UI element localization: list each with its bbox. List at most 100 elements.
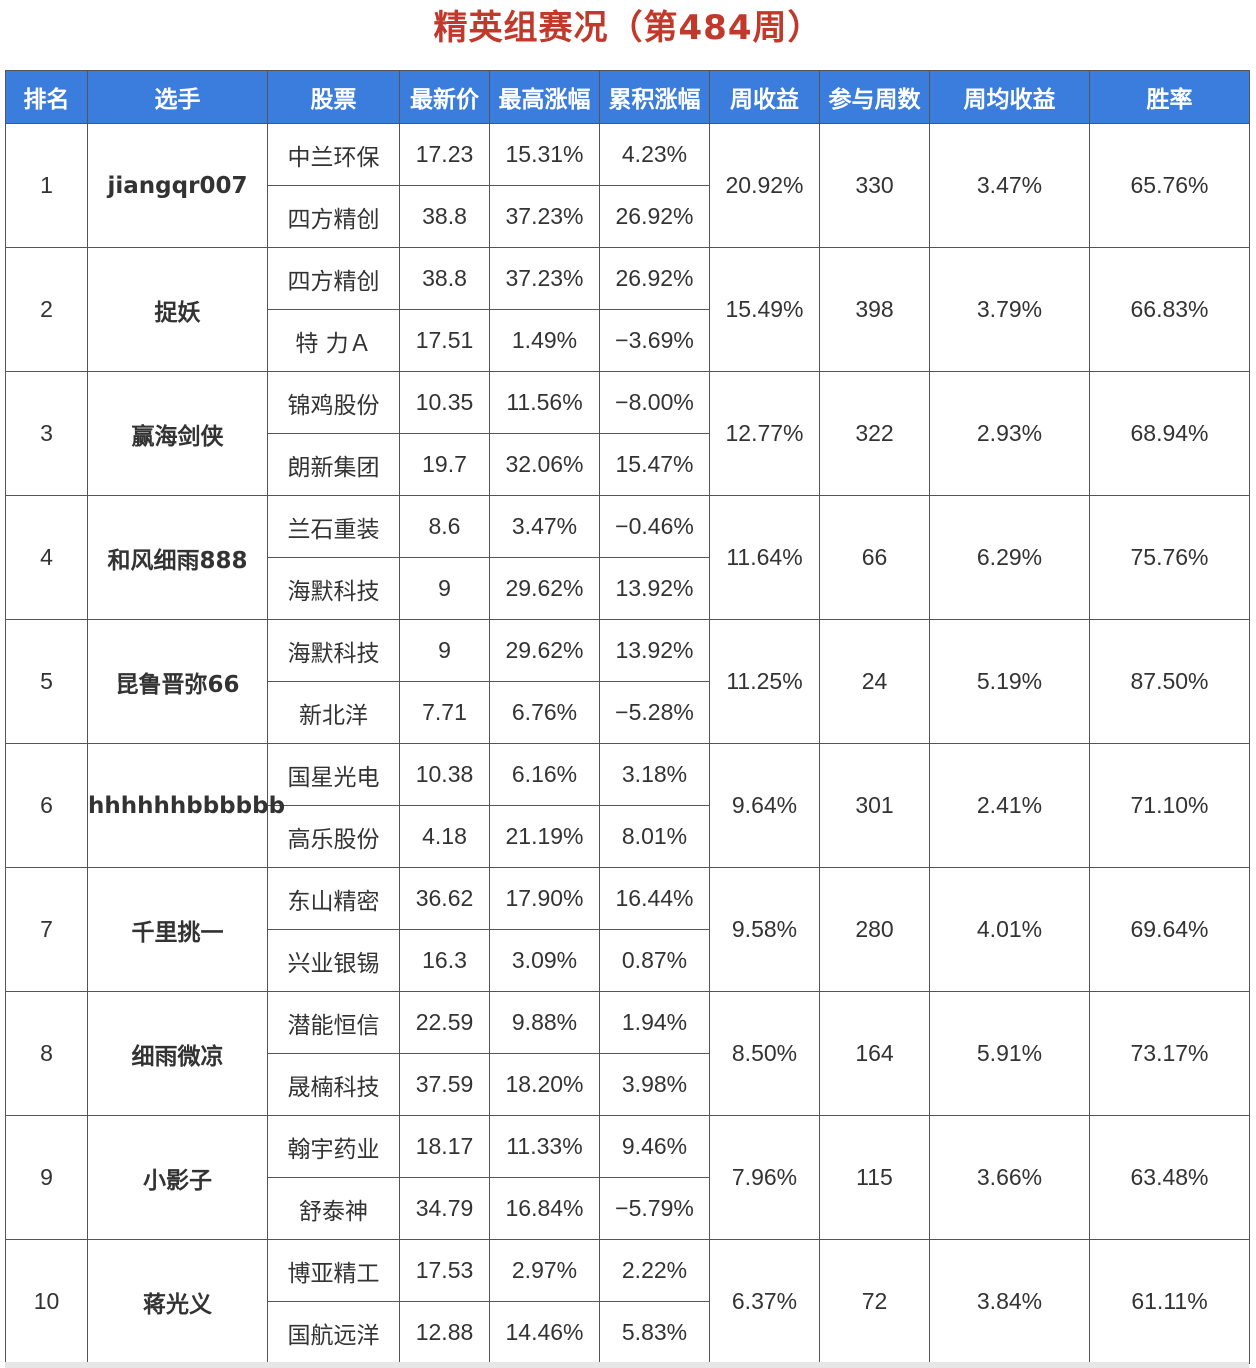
player-name-link[interactable]: 昆鲁晋弥66 (87, 619, 268, 744)
stock-name-link[interactable]: 高乐股份 (267, 805, 400, 868)
page-title: 精英组赛况（第484周） (433, 8, 823, 48)
max-gain-cell: 17.90% (489, 867, 600, 930)
latest-price-cell: 12.88 (399, 1301, 490, 1364)
weekly-return-cell: 9.58% (709, 867, 820, 992)
table-header-row: 排名 选手 股票 最新价 最高涨幅 累积涨幅 周收益 参与周数 周均收益 胜率 (5, 70, 1250, 124)
max-gain-cell: 14.46% (489, 1301, 600, 1364)
max-gain-cell: 32.06% (489, 433, 600, 496)
table-row: 8 细雨微凉 潜能恒信 22.59 9.88% 1.94% 8.50% 164 5.91% 73.… (5, 991, 1250, 1116)
max-gain-cell: 6.16% (489, 743, 600, 806)
stock-name-link[interactable]: 四方精创 (267, 247, 400, 310)
latest-price-cell: 10.38 (399, 743, 490, 806)
latest-price-cell: 7.71 (399, 681, 490, 744)
table-row: 5 昆鲁晋弥66 海默科技 9 29.62% 13.92% 11.25% 24 5.19% 87.… (5, 619, 1250, 744)
max-gain-cell: 37.23% (489, 185, 600, 248)
stock-name-link[interactable]: 兴业银锡 (267, 929, 400, 992)
latest-price-cell: 38.8 (399, 247, 490, 310)
table-row: 6 hhhhhhbbbbbb 国星光电 10.38 6.16% 3.18% 9.64% 301… (5, 743, 1250, 868)
stock-name-link[interactable]: 锦鸡股份 (267, 371, 400, 434)
cumulative-gain-cell: 3.18% (599, 743, 710, 806)
player-name-link[interactable]: hhhhhhbbbbbb (87, 743, 285, 868)
cumulative-gain-cell: −5.79% (599, 1177, 710, 1240)
weekly-return-cell: 9.64% (709, 743, 820, 868)
player-name-link[interactable]: 赢海剑侠 (87, 371, 268, 496)
latest-price-cell: 10.35 (399, 371, 490, 434)
player-name-link[interactable]: 蒋光义 (87, 1239, 268, 1364)
weeks-participated-cell: 398 (819, 247, 930, 372)
latest-price-cell: 17.53 (399, 1239, 490, 1302)
max-gain-cell: 16.84% (489, 1177, 600, 1240)
cumulative-gain-cell: 26.92% (599, 247, 710, 310)
cumulative-gain-cell: 9.46% (599, 1115, 710, 1178)
stock-name-link[interactable]: 朗新集团 (267, 433, 400, 496)
cumulative-gain-cell: 26.92% (599, 185, 710, 248)
win-rate-cell: 65.76% (1089, 123, 1250, 248)
average-weekly-return-cell: 3.66% (929, 1115, 1090, 1240)
table-row: 3 赢海剑侠 锦鸡股份 10.35 11.56% −8.00% 12.77% 322 2.93%… (5, 371, 1250, 496)
header-rank: 排名 (5, 70, 88, 124)
stock-name-link[interactable]: 舒泰神 (267, 1177, 400, 1240)
table-row: 2 捉妖 四方精创 38.8 37.23% 26.92% 15.49% 398 3.79% 66.… (5, 247, 1250, 372)
stock-name-link[interactable]: 中兰环保 (267, 123, 400, 186)
cumulative-gain-cell: 1.94% (599, 991, 710, 1054)
stock-name-link[interactable]: 新北洋 (267, 681, 400, 744)
latest-price-cell: 4.18 (399, 805, 490, 868)
stock-name-link[interactable]: 翰宇药业 (267, 1115, 400, 1178)
rank-cell: 5 (5, 619, 88, 744)
rank-cell: 9 (5, 1115, 88, 1240)
cumulative-gain-cell: 15.47% (599, 433, 710, 496)
cumulative-gain-cell: −8.00% (599, 371, 710, 434)
player-name-link[interactable]: 和风细雨888 (87, 495, 268, 620)
player-name-link[interactable]: 小影子 (87, 1115, 268, 1240)
max-gain-cell: 37.23% (489, 247, 600, 310)
win-rate-cell: 61.11% (1089, 1239, 1250, 1364)
rank-cell: 4 (5, 495, 88, 620)
stock-name-link[interactable]: 四方精创 (267, 185, 400, 248)
win-rate-cell: 73.17% (1089, 991, 1250, 1116)
stock-name-link[interactable]: 国星光电 (267, 743, 400, 806)
rank-cell: 3 (5, 371, 88, 496)
win-rate-cell: 75.76% (1089, 495, 1250, 620)
win-rate-cell: 71.10% (1089, 743, 1250, 868)
stock-name-link[interactable]: 博亚精工 (267, 1239, 400, 1302)
cumulative-gain-cell: 5.83% (599, 1301, 710, 1364)
latest-price-cell: 9 (399, 557, 490, 620)
table-row: 国航远洋 12.88 14.46% 5.83% (6, 1301, 1250, 1364)
max-gain-cell: 18.20% (489, 1053, 600, 1116)
table-row: 舒泰神 34.79 16.84% −5.79% (6, 1177, 1250, 1240)
bottom-scroll-strip (5, 1362, 1249, 1368)
header-player: 选手 (87, 70, 268, 124)
stock-name-link[interactable]: 海默科技 (267, 619, 400, 682)
table-row: 7 千里挑一 东山精密 36.62 17.90% 16.44% 9.58% 280 4.01% 6… (5, 867, 1250, 992)
stock-name-link[interactable]: 海默科技 (267, 557, 400, 620)
stock-name-link[interactable]: 兰石重装 (267, 495, 400, 558)
stock-name-link[interactable]: 潜能恒信 (267, 991, 400, 1054)
player-name-link[interactable]: 千里挑一 (87, 867, 268, 992)
table-row: 高乐股份 4.18 21.19% 8.01% (6, 805, 1250, 868)
cumulative-gain-cell: 13.92% (599, 557, 710, 620)
player-name-link[interactable]: jiangqr007 (87, 123, 268, 248)
average-weekly-return-cell: 6.29% (929, 495, 1090, 620)
rank-cell: 1 (5, 123, 88, 248)
average-weekly-return-cell: 5.91% (929, 991, 1090, 1116)
max-gain-cell: 11.33% (489, 1115, 600, 1178)
stock-name-link[interactable]: 晟楠科技 (267, 1053, 400, 1116)
weekly-return-cell: 6.37% (709, 1239, 820, 1364)
stock-name-link[interactable]: 国航远洋 (267, 1301, 400, 1364)
max-gain-cell: 3.47% (489, 495, 600, 558)
latest-price-cell: 38.8 (399, 185, 490, 248)
weeks-participated-cell: 24 (819, 619, 930, 744)
weekly-return-cell: 8.50% (709, 991, 820, 1116)
max-gain-cell: 6.76% (489, 681, 600, 744)
stock-name-link[interactable]: 特 力Ａ (267, 309, 400, 372)
player-name-link[interactable]: 细雨微凉 (87, 991, 268, 1116)
latest-price-cell: 9 (399, 619, 490, 682)
weekly-return-cell: 20.92% (709, 123, 820, 248)
player-name-link[interactable]: 捉妖 (87, 247, 268, 372)
max-gain-cell: 2.97% (489, 1239, 600, 1302)
cumulative-gain-cell: 3.98% (599, 1053, 710, 1116)
rank-cell: 7 (5, 867, 88, 992)
average-weekly-return-cell: 4.01% (929, 867, 1090, 992)
header-latest-price: 最新价 (399, 70, 490, 124)
stock-name-link[interactable]: 东山精密 (267, 867, 400, 930)
